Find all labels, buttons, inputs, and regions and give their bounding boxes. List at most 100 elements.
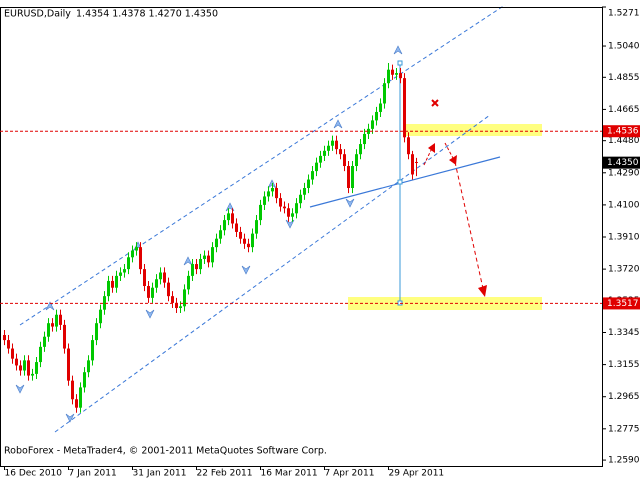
candle-body <box>175 302 178 308</box>
y-tick-label: 1.4855 <box>608 73 640 83</box>
channel-line <box>19 4 506 326</box>
candle-body <box>227 213 230 221</box>
y-tick-label: 1.4290 <box>608 168 640 178</box>
y-tick-label: 1.2775 <box>608 424 640 434</box>
candle-body <box>351 166 354 188</box>
candle-body <box>331 140 334 146</box>
candle-body <box>127 257 130 270</box>
handle <box>397 179 403 185</box>
candle-body <box>179 306 182 308</box>
candle-body <box>215 238 218 248</box>
candle-body <box>239 231 242 239</box>
candle-body <box>399 73 402 79</box>
candle-body <box>143 269 146 287</box>
neck-line <box>309 156 501 208</box>
candle-body <box>103 296 106 310</box>
plot <box>3 62 418 413</box>
candle-body <box>59 314 62 325</box>
candle-body <box>115 275 118 288</box>
candle-body <box>375 111 378 121</box>
candle-body <box>55 314 58 327</box>
candle-body <box>327 145 330 151</box>
arrow-head <box>449 155 457 165</box>
candle-body <box>31 373 34 376</box>
candle-body <box>415 161 418 163</box>
chart-subtitle: 1.4354 1.4378 1.4270 1.4350 <box>76 9 218 20</box>
candle-body <box>291 213 294 217</box>
y-tick-label: 1.2590 <box>608 456 640 466</box>
candle-body <box>171 296 174 303</box>
candle-body <box>159 272 162 280</box>
forecast-arrow <box>454 161 485 294</box>
candle-body <box>39 346 42 363</box>
candle-body <box>27 360 30 376</box>
candle-body <box>303 187 306 195</box>
candle-body <box>87 360 90 373</box>
candle-body <box>271 187 274 192</box>
y-tick-label: 1.4480 <box>608 136 640 146</box>
candle-body <box>247 243 250 248</box>
y-tick-label: 1.5271 <box>608 9 640 19</box>
candle-body <box>319 155 322 163</box>
candle-body <box>35 362 38 374</box>
candle-body <box>347 166 350 188</box>
candle-body <box>243 238 246 244</box>
candle-body <box>71 380 74 400</box>
price-tag <box>603 156 640 169</box>
candle-body <box>255 220 258 234</box>
target-band <box>405 124 542 136</box>
forecast-arrow <box>444 142 455 161</box>
candle-body <box>3 335 6 341</box>
chart-title: EURUSD,Daily <box>4 9 71 20</box>
candle-body <box>267 191 270 197</box>
x-tick-label: 7 Apr 2011 <box>325 469 375 479</box>
candle-body <box>123 269 126 273</box>
candle-body <box>147 286 150 298</box>
y-tick-label: 1.2965 <box>608 392 640 402</box>
fractal-markers <box>15 45 403 423</box>
candle-body <box>315 162 318 172</box>
candle-body <box>15 358 18 366</box>
candle-body <box>43 336 46 347</box>
footer: RoboForex - MetaTrader4, © 2001-2011 Met… <box>4 446 327 457</box>
price-label: 1.4350 <box>607 158 639 168</box>
candle-body <box>47 323 50 337</box>
y-tick-label: 1.5040 <box>608 42 640 52</box>
candle-body <box>131 250 134 258</box>
candle-body <box>403 78 406 138</box>
candle-body <box>263 196 266 205</box>
candle-body <box>367 128 370 134</box>
handle <box>397 60 403 66</box>
candle-body <box>155 279 158 288</box>
x-tick-label: 22 Feb 2011 <box>197 469 253 479</box>
x-tick-label: 31 Jan 2011 <box>133 469 187 479</box>
candle-body <box>167 282 170 297</box>
level-tag <box>603 297 640 310</box>
x-tick-label: 16 Dec 2010 <box>5 469 63 479</box>
candle-body <box>359 144 362 155</box>
candle-body <box>23 360 26 371</box>
arrow-head <box>478 285 487 297</box>
candle-body <box>187 275 190 290</box>
candle-body <box>139 247 142 270</box>
cross-marker <box>431 99 439 107</box>
level-label: 1.4536 <box>607 127 639 137</box>
candle-body <box>79 387 82 408</box>
candle-body <box>207 255 210 263</box>
candle-body <box>307 179 310 188</box>
candle-body <box>91 340 94 361</box>
candle-body <box>203 255 206 259</box>
y-tick-label: 1.3910 <box>608 233 640 243</box>
y-tick-label: 1.3155 <box>608 360 640 370</box>
candle-body <box>295 203 298 214</box>
candle-body <box>391 69 394 75</box>
candle-body <box>75 399 78 408</box>
x-tick-label: 16 Mar 2011 <box>261 469 318 479</box>
candle-body <box>387 69 390 84</box>
arrow-head <box>428 143 435 153</box>
candle-body <box>411 154 414 175</box>
candle-body <box>287 208 290 217</box>
candle-body <box>111 280 114 288</box>
